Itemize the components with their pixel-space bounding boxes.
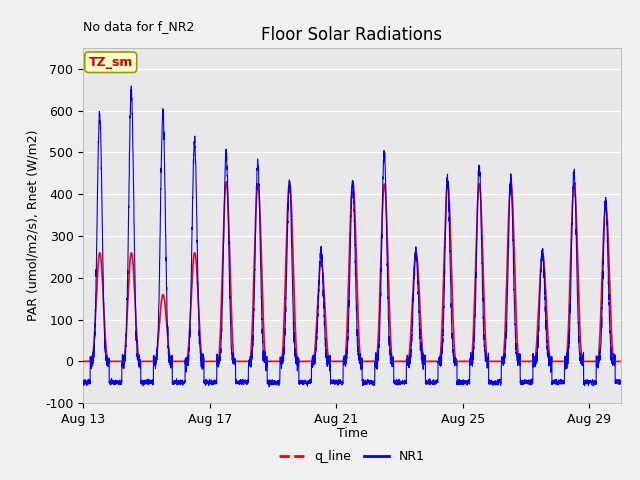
Y-axis label: PAR (umol/m2/s), Rnet (W/m2): PAR (umol/m2/s), Rnet (W/m2) [26,130,40,321]
Legend: q_line, NR1: q_line, NR1 [275,445,429,468]
X-axis label: Time: Time [337,427,367,440]
Text: No data for f_NR2: No data for f_NR2 [83,20,195,33]
Text: TZ_sm: TZ_sm [88,56,133,69]
Title: Floor Solar Radiations: Floor Solar Radiations [261,25,443,44]
